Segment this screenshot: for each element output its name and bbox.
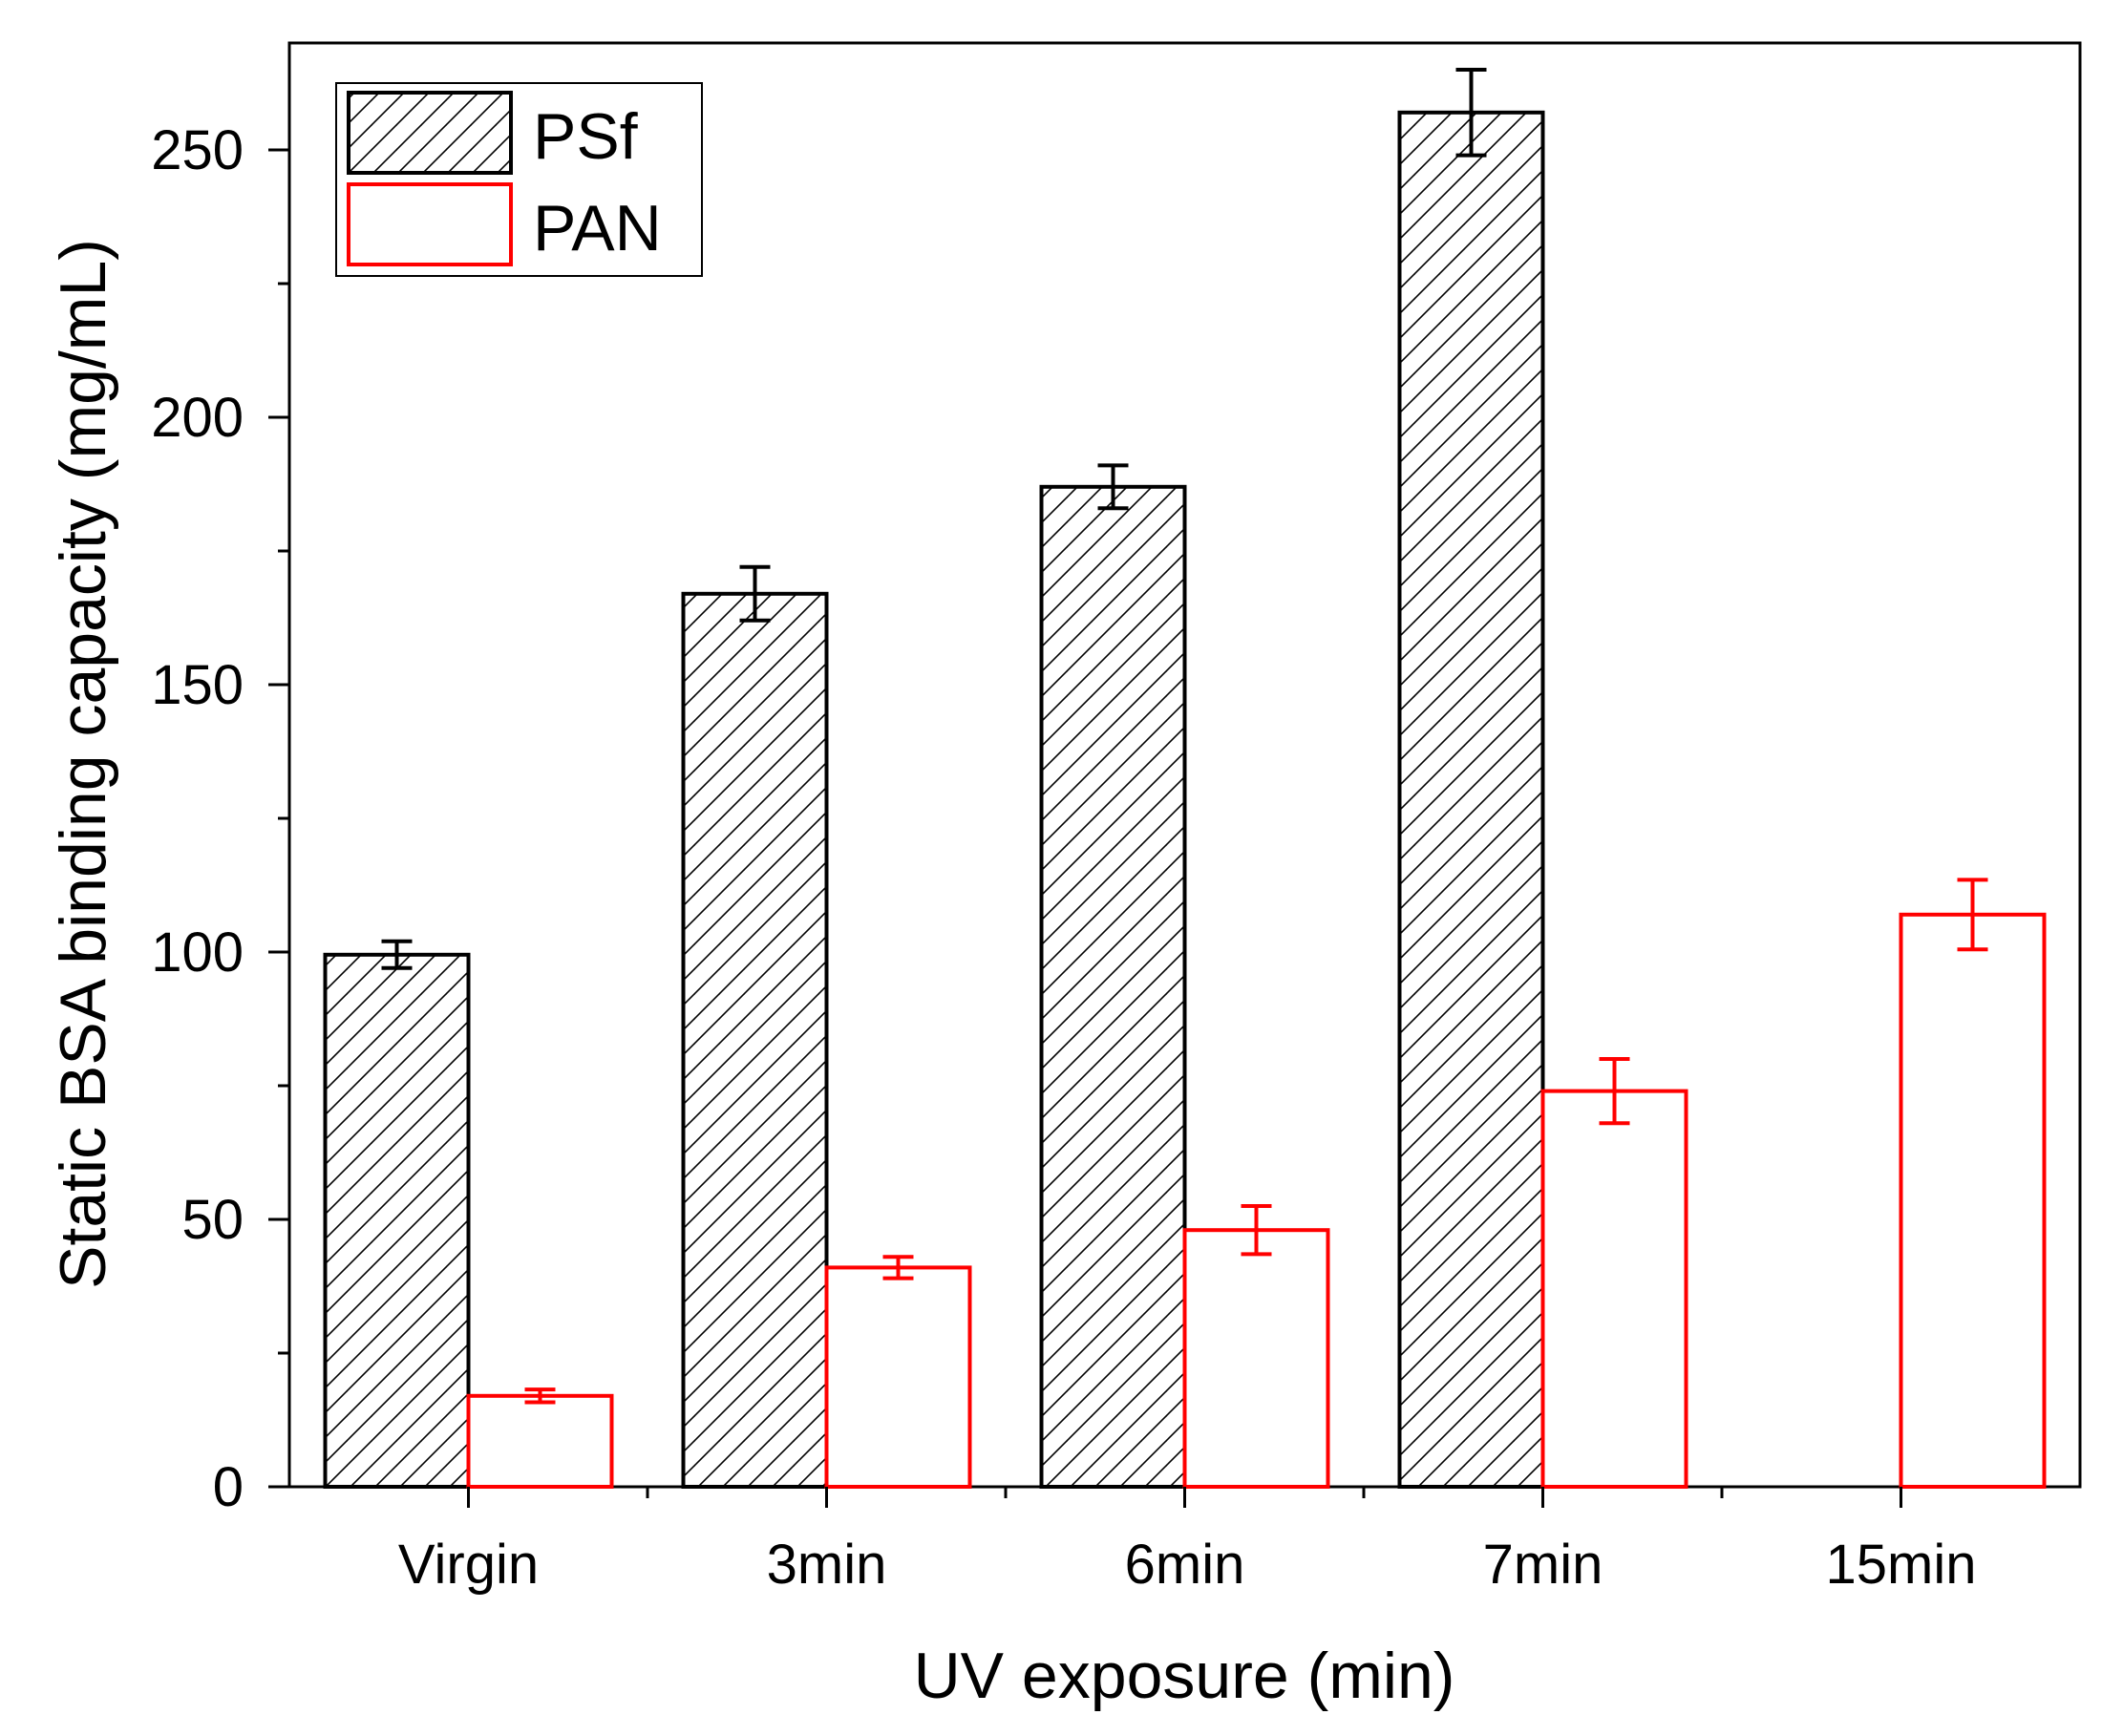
error-bar-pan-7min (1599, 1057, 1630, 1126)
bar-pan-3min (824, 1265, 972, 1490)
bar-pan-15min (1899, 912, 2047, 1489)
legend-swatch-pan (347, 182, 513, 266)
y-tick-label: 250 (151, 119, 244, 181)
error-bars-layer (381, 68, 1988, 1405)
x-tick-label: 3min (767, 1534, 887, 1596)
x-tick-label: 6min (1125, 1534, 1245, 1596)
bar-pan-virgin (466, 1393, 614, 1490)
y-tick-label: 50 (181, 1189, 244, 1251)
error-bar-psf-6min (1097, 463, 1129, 511)
axes-layer: Virgin 3min 6min 7min 15min 0 50 100 150 200 250 (151, 119, 1976, 1596)
bar-pan-6min (1182, 1228, 1330, 1489)
bar-pan-7min (1540, 1089, 1688, 1489)
error-bar-pan-virgin (524, 1387, 556, 1405)
error-bar-pan-15min (1957, 878, 1988, 952)
bar-psf-7min (1397, 110, 1545, 1489)
legend: PSf PAN (335, 82, 703, 277)
error-bar-pan-6min (1241, 1204, 1272, 1257)
y-tick-label: 200 (151, 387, 244, 449)
bar-psf-6min (1039, 484, 1187, 1489)
bar-psf-virgin (323, 952, 471, 1489)
y-axis-label: Static BSA binding capacity (mg/mL) (47, 239, 119, 1289)
bars-layer (323, 110, 2047, 1490)
y-tick-label: 100 (151, 921, 244, 984)
legend-label-pan: PAN (533, 192, 662, 265)
error-bar-psf-7min (1455, 68, 1487, 158)
y-tick-label: 150 (151, 654, 244, 716)
x-axis-label: UV exposure (min) (914, 1640, 1455, 1712)
x-tick-label: 15min (1826, 1534, 1977, 1596)
error-bar-pan-3min (882, 1255, 914, 1281)
legend-label-psf: PSf (533, 100, 638, 173)
error-bar-psf-virgin (381, 939, 413, 970)
y-tick-label: 0 (213, 1456, 244, 1518)
error-bar-psf-3min (739, 564, 771, 623)
x-tick-label: Virgin (398, 1534, 539, 1596)
x-tick-label: 7min (1483, 1534, 1603, 1596)
bar-psf-3min (681, 591, 829, 1489)
legend-swatch-psf (347, 91, 513, 175)
